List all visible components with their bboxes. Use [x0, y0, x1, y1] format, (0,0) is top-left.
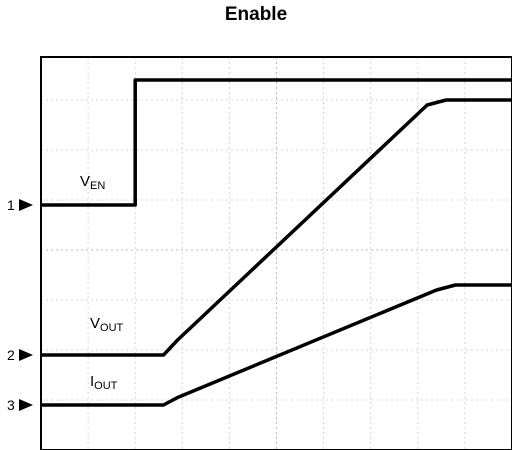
- scope-traces: [41, 78, 512, 407]
- trace-label-subscript: EN: [90, 180, 105, 192]
- trace-label-i-out: IOUT: [90, 373, 118, 392]
- scope-grid: [41, 57, 512, 450]
- trace-label-main: I: [90, 373, 94, 390]
- trace-label-subscript: OUT: [94, 380, 118, 392]
- trace-label-v-en: VEN: [80, 173, 105, 192]
- channel-marker-number: 3: [7, 397, 15, 413]
- channel-marker-arrow-icon: [19, 349, 33, 361]
- trace-v-out: [41, 98, 512, 357]
- channel-marker-number: 1: [7, 197, 15, 213]
- trace-i-out: [41, 283, 512, 407]
- trace-label-subscript: OUT: [100, 322, 124, 334]
- channel-marker-arrow-icon: [19, 399, 33, 411]
- trace-label-main: V: [80, 173, 90, 190]
- trace-label-v-out: VOUT: [90, 315, 124, 334]
- trace-label-main: V: [90, 315, 100, 332]
- chart-title: Enable: [224, 4, 288, 25]
- channel-marker-arrow-icon: [19, 199, 33, 211]
- channel-marker-number: 2: [7, 347, 15, 363]
- scope-frame: [40, 56, 512, 450]
- trace-v-en: [41, 78, 512, 207]
- channel-markers: 1 2 3: [7, 197, 33, 413]
